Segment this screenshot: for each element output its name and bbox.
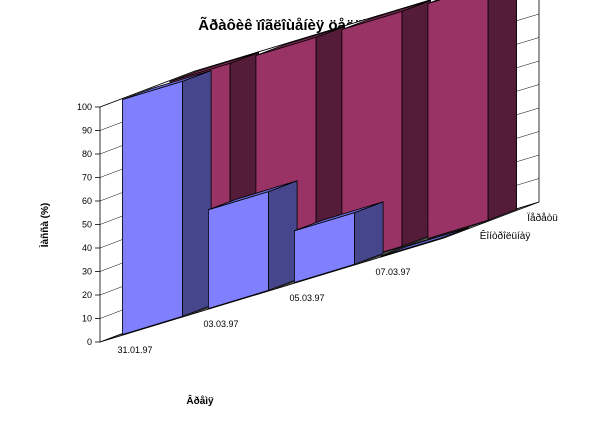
bar-side-face — [401, 0, 432, 247]
y-tick-label: 70 — [82, 173, 92, 183]
bar-front-face — [207, 191, 270, 310]
bar-top-face — [255, 26, 345, 56]
x-tick-label: 05.03.97 — [289, 293, 324, 303]
bar-front-series — [122, 69, 212, 336]
y-tick-label: 30 — [82, 267, 92, 277]
y-axis-label: Ìàññà (%) — [38, 203, 51, 248]
series-labels: Êîíòðîëüíàÿ Ïåðåòü — [480, 212, 558, 242]
y-tick-label: 100 — [77, 102, 92, 112]
bar-front-series — [380, 227, 470, 257]
x-tick-label: 03.03.97 — [203, 319, 238, 329]
bar-top-face — [341, 0, 431, 30]
bar-back-series — [427, 0, 517, 240]
bar-front-series — [293, 201, 384, 284]
bar-top-face — [380, 227, 470, 257]
y-tick-label: 80 — [82, 149, 92, 159]
y-tick-label: 10 — [82, 314, 92, 324]
bar-top-face — [208, 180, 298, 211]
y-tick-label: 20 — [82, 290, 92, 300]
bar-front-face — [427, 0, 489, 240]
y-tick-label: 50 — [82, 220, 92, 230]
x-tick-label: 07.03.97 — [375, 267, 410, 277]
x-tick-labels: 31.01.97 03.03.97 05.03.97 07.03.97 — [117, 267, 410, 355]
bar-front-face — [122, 80, 184, 336]
bar-front-series — [207, 180, 298, 310]
bar-back-series — [341, 0, 432, 266]
x-axis-label: Âðåìÿ — [186, 394, 214, 407]
bar-top-face — [427, 0, 441, 4]
bar-side-face — [268, 180, 298, 291]
y-tick-label: 90 — [82, 126, 92, 136]
y-tick-label: 40 — [82, 243, 92, 253]
y-tick-label: 60 — [82, 196, 92, 206]
bar-side-face — [182, 69, 212, 317]
bar-top-face — [294, 201, 384, 232]
y-tick-label: 0 — [87, 337, 92, 347]
series-label: Ïåðåòü — [527, 212, 558, 224]
bar-top-face — [169, 52, 259, 82]
y-tick-labels: 0 10 20 30 40 50 60 70 80 90 100 — [77, 102, 100, 347]
chart-bars — [122, 0, 517, 336]
bar-top-face — [122, 70, 212, 100]
x-tick-label: 31.01.97 — [117, 345, 152, 355]
bar-side-face — [487, 0, 517, 221]
series-label: Êîíòðîëüíàÿ — [480, 229, 531, 242]
gridline — [99, 0, 431, 108]
